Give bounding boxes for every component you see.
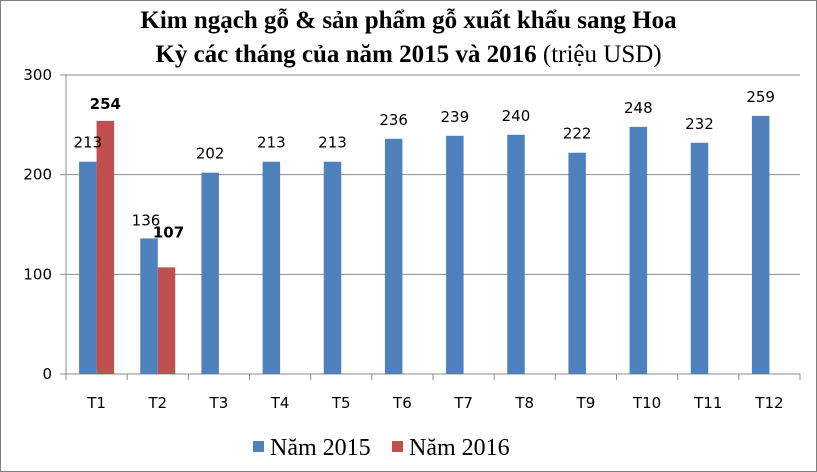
- legend-label-2016: Năm 2016: [409, 435, 510, 461]
- bar-2015-T11: [690, 142, 709, 374]
- bar-2015-T3: [201, 172, 219, 374]
- x-tick-label: T1: [86, 394, 106, 412]
- data-label-2016-T1: 254: [90, 95, 121, 113]
- x-tick-label: T10: [632, 394, 661, 412]
- data-label-2016-T2: 107: [153, 223, 184, 241]
- bar-2015-T10: [629, 126, 648, 375]
- data-label-2015-T10: 248: [624, 99, 653, 117]
- bar-2015-T12: [751, 115, 770, 374]
- x-tick-label: T12: [754, 394, 783, 412]
- bar-2015-T1: [79, 161, 97, 374]
- y-tick-label: 200: [23, 166, 52, 184]
- x-tick-label: T6: [392, 394, 412, 412]
- data-label-2015-T2: 136: [132, 211, 161, 229]
- chart-title-line1: Kim ngạch gỗ & sản phẩm gỗ xuất khẩu san…: [140, 7, 677, 34]
- bar-2015-T5: [323, 161, 342, 374]
- bar-2015-T2: [140, 238, 158, 374]
- legend: Năm 2015 Năm 2016: [253, 435, 510, 461]
- data-label-2015-T7: 239: [441, 108, 470, 126]
- data-label-2015-T6: 236: [379, 111, 408, 129]
- data-label-2015-T8: 240: [502, 107, 531, 125]
- tick-labels: 0 100 200 300 T1 T2 T3 T4 T5 T6 T7 T8 T9 T10 T11 T12: [23, 66, 783, 412]
- bar-2015-T8: [507, 134, 525, 374]
- bars: [79, 115, 770, 375]
- gridlines: [66, 74, 800, 275]
- y-tick-label: 100: [23, 265, 52, 283]
- x-tick-label: T7: [453, 394, 473, 412]
- data-label-2015-T11: 232: [685, 115, 714, 133]
- chart-title-line2: Kỳ các tháng của năm 2015 và 2016 (triệu…: [155, 41, 662, 68]
- bar-2015-T9: [568, 152, 586, 374]
- data-label-2015-T1: 213: [74, 134, 103, 152]
- data-label-2015-T9: 222: [563, 125, 592, 143]
- data-label-2015-T12: 259: [746, 88, 775, 106]
- y-tick-label: 300: [23, 66, 52, 84]
- data-label-2015-T5: 213: [318, 134, 347, 152]
- bar-2015-T4: [262, 161, 281, 374]
- data-label-2015-T3: 202: [196, 145, 225, 163]
- data-label-2015-T4: 213: [257, 134, 286, 152]
- legend-label-2015: Năm 2015: [270, 435, 371, 461]
- x-tick-label: T5: [331, 394, 351, 412]
- axes: [60, 74, 801, 380]
- bar-2016-T1: [96, 120, 115, 374]
- legend-swatch-2016: [392, 441, 403, 452]
- x-tick-label: T3: [209, 394, 229, 412]
- bar-2016-T2: [157, 267, 176, 374]
- bar-2015-T7: [446, 135, 464, 374]
- chart-title: Kim ngạch gỗ & sản phẩm gỗ xuất khẩu san…: [0, 4, 817, 72]
- legend-swatch-2015: [253, 441, 264, 452]
- x-tick-label: T4: [270, 394, 290, 412]
- x-tick-label: T11: [693, 394, 722, 412]
- x-tick-label: T2: [147, 394, 167, 412]
- y-tick-label: 0: [42, 365, 52, 383]
- bar-2015-T6: [384, 138, 403, 374]
- x-tick-label: T8: [514, 394, 534, 412]
- x-tick-label: T9: [576, 394, 596, 412]
